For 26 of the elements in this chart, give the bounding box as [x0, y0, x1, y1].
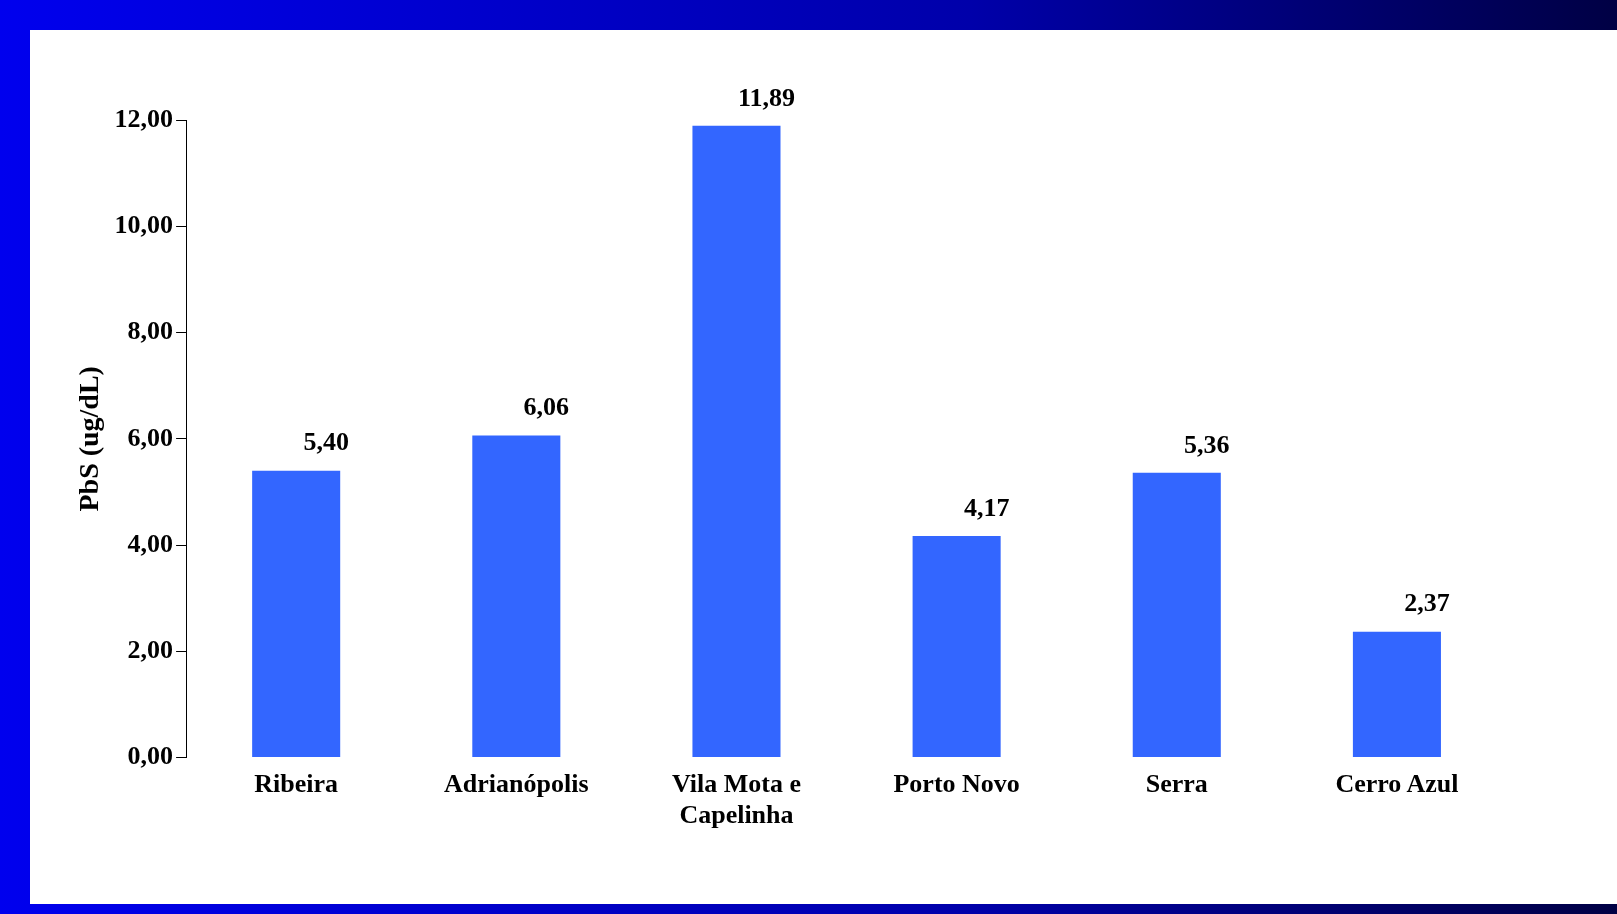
data-label: 11,89 [737, 82, 796, 112]
x-tick-label: Cerro Azul [1335, 768, 1459, 798]
x-tick-label: Adrianópolis [444, 768, 589, 798]
y-axis-title: PbS (ug/dL) [73, 366, 105, 512]
bar [912, 536, 1001, 758]
x-tick-label: Ribeira [254, 768, 339, 798]
bar [252, 470, 341, 758]
y-tick-label: 12,00 [114, 103, 174, 133]
x-tick-label: Serra [1145, 768, 1208, 798]
data-label: 5,36 [1184, 429, 1230, 459]
bar [472, 435, 561, 758]
y-tick-label: 2,00 [127, 635, 174, 665]
bar [1352, 631, 1441, 758]
data-label: 6,06 [523, 392, 570, 422]
y-tick-label: 10,00 [114, 209, 174, 239]
data-label: 5,40 [303, 427, 349, 457]
y-tick-label: 6,00 [127, 422, 174, 452]
x-tick-label: Porto Novo [893, 768, 1020, 798]
bar [1132, 472, 1221, 758]
data-label: 2,37 [1404, 588, 1450, 618]
y-tick-label: 0,00 [127, 741, 174, 771]
y-tick-label: 4,00 [127, 528, 174, 558]
x-tick-label: Vila Mota e Capelinha [671, 768, 801, 830]
y-tick-label: 8,00 [127, 316, 174, 346]
bar [692, 125, 781, 758]
data-label: 4,17 [963, 492, 1010, 522]
